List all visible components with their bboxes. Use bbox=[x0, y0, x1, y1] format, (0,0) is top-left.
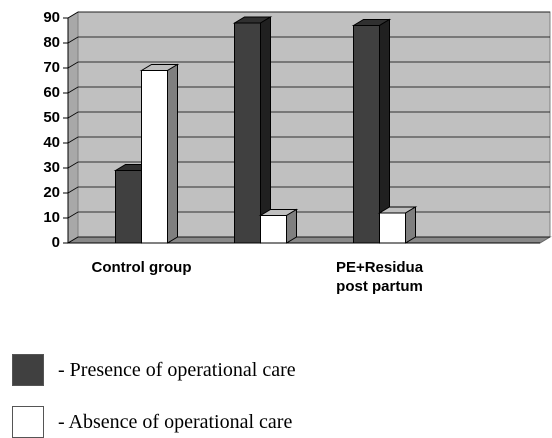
bar-front bbox=[379, 212, 406, 244]
bar-top-shade bbox=[260, 209, 297, 216]
y-tick-label: 30 bbox=[43, 159, 60, 176]
y-tick-label: 90 bbox=[43, 9, 60, 26]
legend-swatch bbox=[12, 354, 44, 386]
legend-item: - Absence of operational care bbox=[12, 406, 292, 438]
x-tick-label: Control group bbox=[91, 259, 192, 276]
legend-swatch bbox=[12, 406, 44, 438]
legend-label: - Absence of operational care bbox=[58, 410, 293, 433]
y-tick-label: 40 bbox=[43, 134, 60, 151]
grid-line bbox=[67, 161, 550, 169]
legend-item: - Presence of operational care bbox=[12, 354, 296, 386]
y-tick-label: 20 bbox=[43, 184, 60, 201]
legend-label: - Presence of operational care bbox=[58, 358, 296, 381]
side-wall bbox=[67, 11, 79, 244]
bar bbox=[377, 206, 418, 244]
grid-line bbox=[67, 61, 550, 69]
bar-side-shade bbox=[405, 207, 416, 243]
bar-front bbox=[234, 22, 261, 244]
grid-line bbox=[67, 136, 550, 144]
bar-side-shade bbox=[379, 19, 390, 243]
y-tick-label: 80 bbox=[43, 34, 60, 51]
y-tick-label: 70 bbox=[43, 59, 60, 76]
y-tick-label: 10 bbox=[43, 209, 60, 226]
bar bbox=[139, 63, 180, 244]
bar-top-shade bbox=[379, 207, 416, 213]
bar-top-shade bbox=[234, 17, 271, 23]
bar-front bbox=[260, 215, 287, 244]
bar-side-shade bbox=[260, 17, 271, 243]
y-tick-label: 50 bbox=[43, 109, 60, 126]
bar-side-shade bbox=[167, 64, 178, 243]
bar-top-shade bbox=[141, 64, 178, 71]
y-tick-label: 60 bbox=[43, 84, 60, 101]
bar-front bbox=[141, 70, 168, 244]
bar bbox=[351, 18, 392, 244]
grid-line bbox=[67, 36, 550, 44]
grid-line bbox=[67, 111, 550, 119]
chart: 0 10 20 30 40 50 60 70 80 90 bbox=[43, 9, 552, 251]
y-tick-label: 0 bbox=[52, 234, 60, 251]
grid-line bbox=[67, 86, 550, 94]
grid-line bbox=[67, 186, 550, 194]
bar-top-shade bbox=[353, 19, 390, 26]
bar-front bbox=[353, 25, 380, 244]
bar-side-shade bbox=[286, 209, 297, 243]
bar bbox=[232, 16, 273, 244]
bar bbox=[258, 208, 299, 244]
x-tick-label: PE+Residua post partum bbox=[335, 259, 424, 295]
grid-line bbox=[67, 11, 550, 19]
bar-front bbox=[115, 170, 142, 244]
